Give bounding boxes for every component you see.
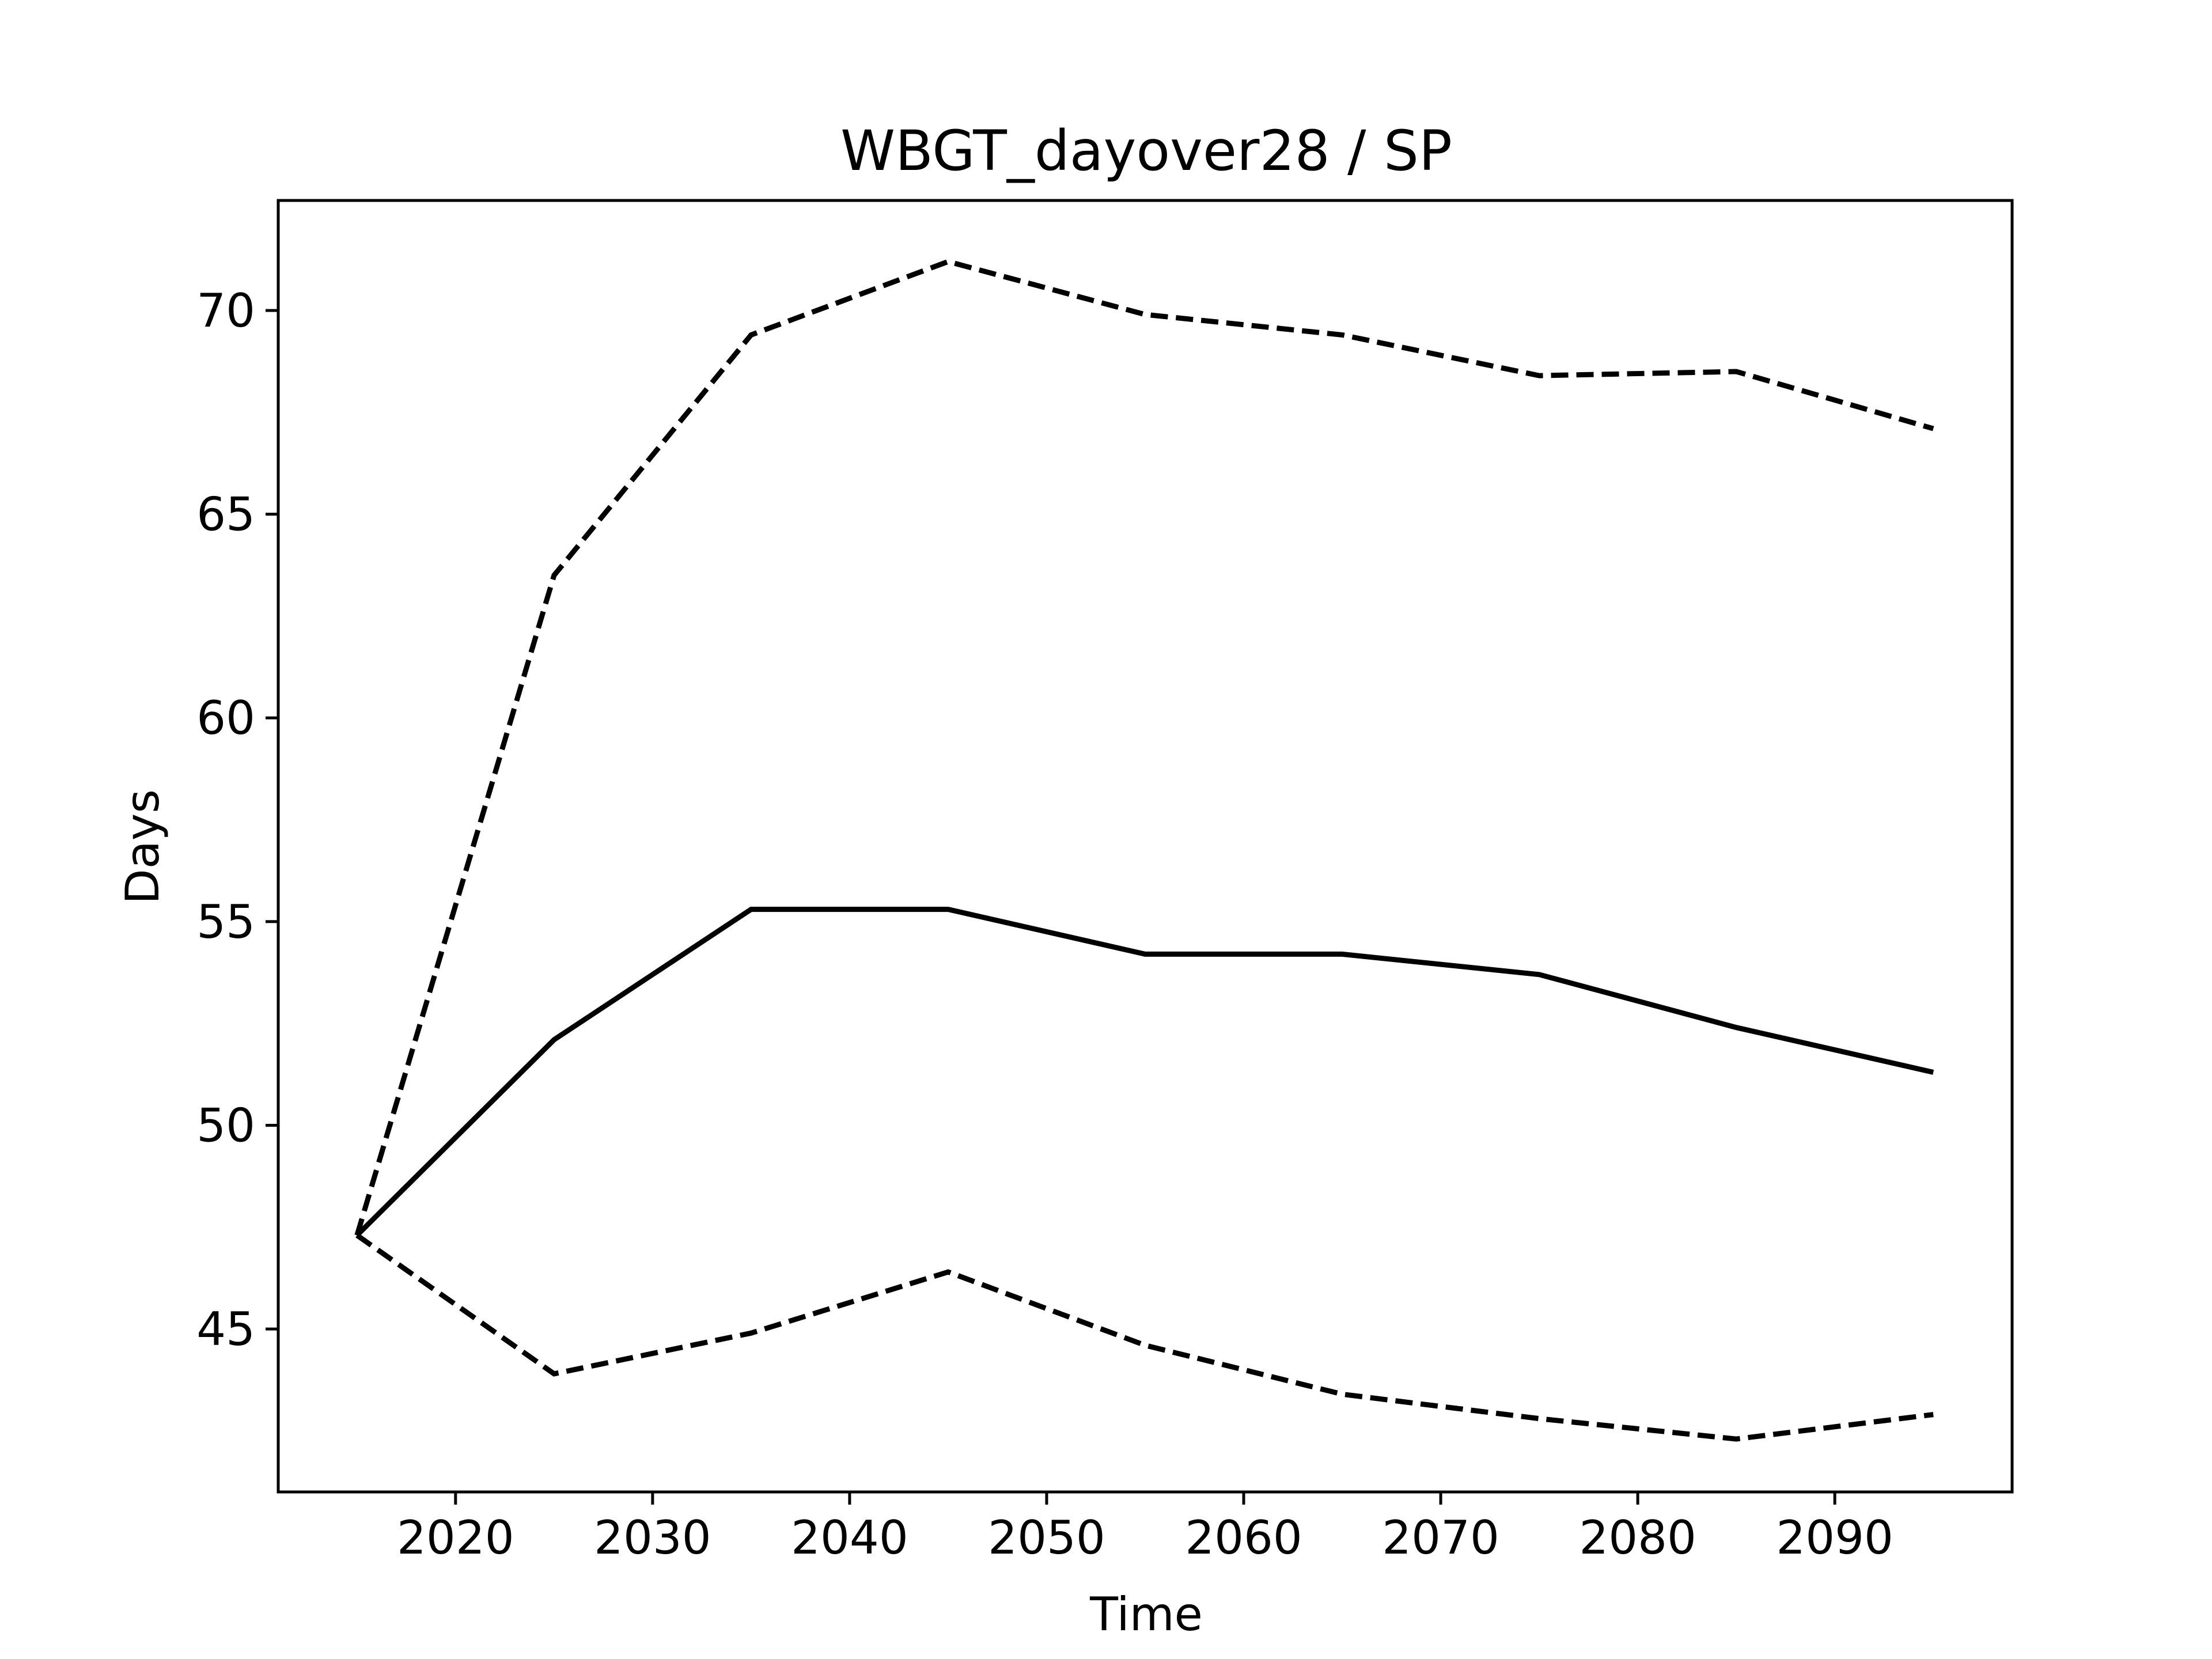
series-line-2 bbox=[354, 259, 1934, 1236]
y-tick-label: 70 bbox=[196, 284, 255, 338]
x-tick-label: 2030 bbox=[594, 1511, 711, 1565]
x-tick-label: 2080 bbox=[1579, 1511, 1696, 1565]
x-tick-label: 2070 bbox=[1382, 1511, 1499, 1565]
y-tick-label: 65 bbox=[196, 488, 255, 541]
series-line-1 bbox=[355, 907, 1934, 1237]
y-axis-label: Days bbox=[116, 789, 169, 904]
x-tick-label: 2020 bbox=[397, 1511, 514, 1565]
y-tick-label: 45 bbox=[196, 1302, 255, 1356]
x-axis: 2020 2030 2040 2050 2060 2070 2080 2090 bbox=[397, 1492, 1893, 1565]
y-tick-label: 50 bbox=[196, 1099, 255, 1152]
chart-title: WBGT_dayover28 / SP bbox=[840, 119, 1452, 183]
y-axis: 45 50 55 60 65 70 bbox=[196, 284, 278, 1356]
x-tick-label: 2090 bbox=[1776, 1511, 1893, 1565]
plot-area bbox=[354, 259, 1934, 1442]
series-line-3 bbox=[355, 1233, 1934, 1442]
y-tick-label: 60 bbox=[196, 691, 255, 745]
x-axis-label: Time bbox=[1089, 1588, 1203, 1641]
x-tick-label: 2040 bbox=[791, 1511, 908, 1565]
y-tick-label: 55 bbox=[196, 895, 255, 949]
x-tick-label: 2050 bbox=[988, 1511, 1105, 1565]
plot-frame bbox=[276, 199, 2014, 1494]
x-tick-label: 2060 bbox=[1185, 1511, 1302, 1565]
